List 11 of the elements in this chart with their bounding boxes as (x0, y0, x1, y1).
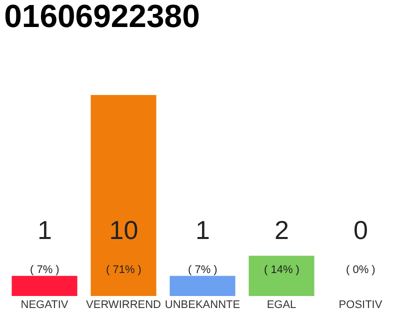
x-tick-label: UNBEKANNTE (164, 299, 240, 311)
x-tick-label: POSITIV (338, 299, 383, 311)
data-label: 1 ( 7% ) (30, 215, 60, 276)
x-tick-label: NEGATIV (20, 299, 69, 311)
x-tick-label: EGAL (266, 299, 296, 311)
data-label: 0 ( 0% ) (346, 215, 376, 276)
data-label: 2 ( 14% ) (264, 215, 300, 276)
data-label: 1 ( 7% ) (188, 215, 218, 276)
chart-title: 01606922380 (4, 0, 200, 34)
x-tick-label: VERWIRREND (86, 299, 162, 311)
data-label: 10 ( 71% ) (106, 215, 142, 276)
